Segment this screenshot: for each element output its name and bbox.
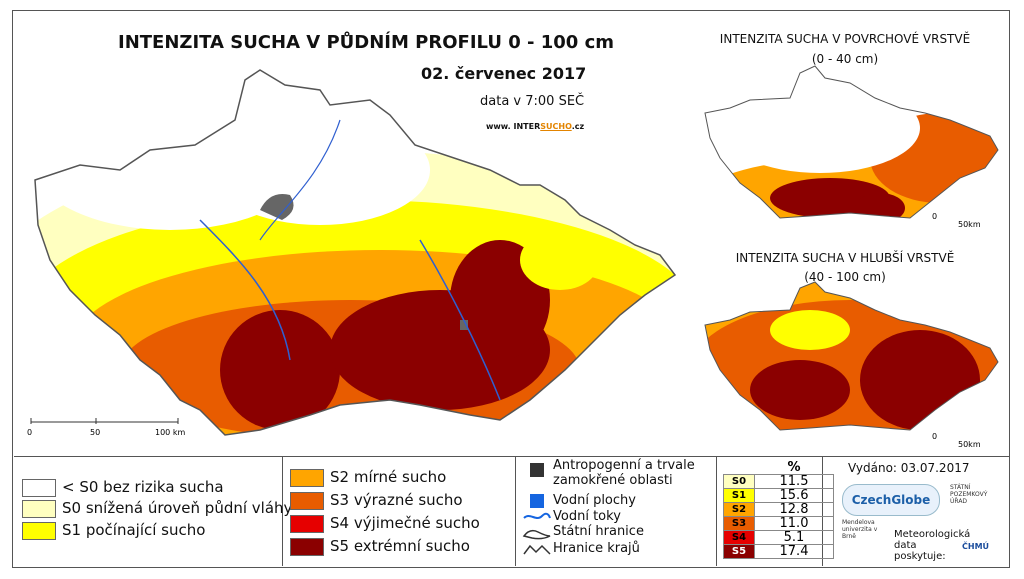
main-title: INTENZITA SUCHA V PŮDNÍM PROFILU 0 - 100… [118,32,615,53]
scale-label-100: 100 km [155,428,186,437]
water-body-icon [530,494,544,508]
state-border-icon [522,529,551,540]
legend-class-s0: S0 snížená úroveň půdní vláhy [22,499,292,518]
inset-top-subtitle: (0 - 40 cm) [811,52,879,66]
legend-class-s3: S3 výrazné sucho [290,491,463,510]
inset-bottom-subtitle: (40 - 100 cm) [804,270,886,284]
table-row: S2 12.8 [723,502,834,517]
table-row: S3 11.0 [723,516,834,531]
legend-feature-water: Vodní plochy [553,493,636,508]
chmu-logo: ČHMÚ [962,542,990,551]
issued-date: Vydáno: 03.07.2017 [848,461,970,475]
table-row: S1 15.6 [723,488,834,503]
legend-feature-rivers: Vodní toky [553,509,621,524]
river-line-icon [523,512,551,519]
inset-bottom-scale-50: 50km [958,440,981,449]
spu-logo: STÁTNÍ POZEMKOVÝ ÚŘAD [950,484,988,505]
map-date: 02. červenec 2017 [421,64,587,83]
legend-class-s5: S5 extrémní sucho [290,537,470,556]
website-link[interactable]: www. INTERSUCHO.cz [486,122,585,131]
main-scale-bar [30,418,179,424]
mendel-logo: Mendelova univerzita v Brně [842,519,878,540]
percent-table: % S0 11.5 S1 15.6 S2 12.8 S3 11.0 S4 5.1 S5 17… [723,461,834,559]
main-drought-map [34,69,677,436]
inset-deep-map [704,281,999,431]
legend-feature-urban: Antropogenní a trvale zamokřené oblasti [553,458,695,488]
percent-header: % [787,460,801,475]
legend-feature-region-border: Hranice krajů [553,541,640,556]
legend-feature-state-border: Státní hranice [553,524,644,539]
inset-top-title: INTENZITA SUCHA V POVRCHOVÉ VRSTVĚ [719,32,971,46]
inset-top-scale-0: 0 [932,212,938,221]
legend-class-below-s0: < S0 bez rizika sucha [22,478,224,497]
inset-surface-map [704,65,999,219]
table-row: S4 5.1 [723,530,834,545]
scale-label-0: 0 [27,428,33,437]
urban-area-icon [530,463,544,477]
legend-class-s4: S4 výjimečné sucho [290,514,480,533]
legend-class-s1: S1 počínající sucho [22,521,205,540]
meteo-data-label: Meteorologická data poskytuje: [894,529,971,562]
inset-bottom-scale-0: 0 [932,432,938,441]
czechglobe-logo: CzechGlobe [842,484,940,516]
inset-top-scale-50: 50km [958,220,981,229]
legend-panel [14,456,1010,567]
inset-bottom-title: INTENZITA SUCHA V HLUBŠÍ VRSTVĚ [735,251,955,265]
legend-class-s2: S2 mírné sucho [290,468,446,487]
scale-label-50: 50 [90,428,101,437]
table-row: S5 17.4 [723,544,834,559]
table-row: S0 11.5 [723,474,834,489]
data-time: data v 7:00 SEČ [480,94,585,109]
region-border-icon [523,544,551,555]
